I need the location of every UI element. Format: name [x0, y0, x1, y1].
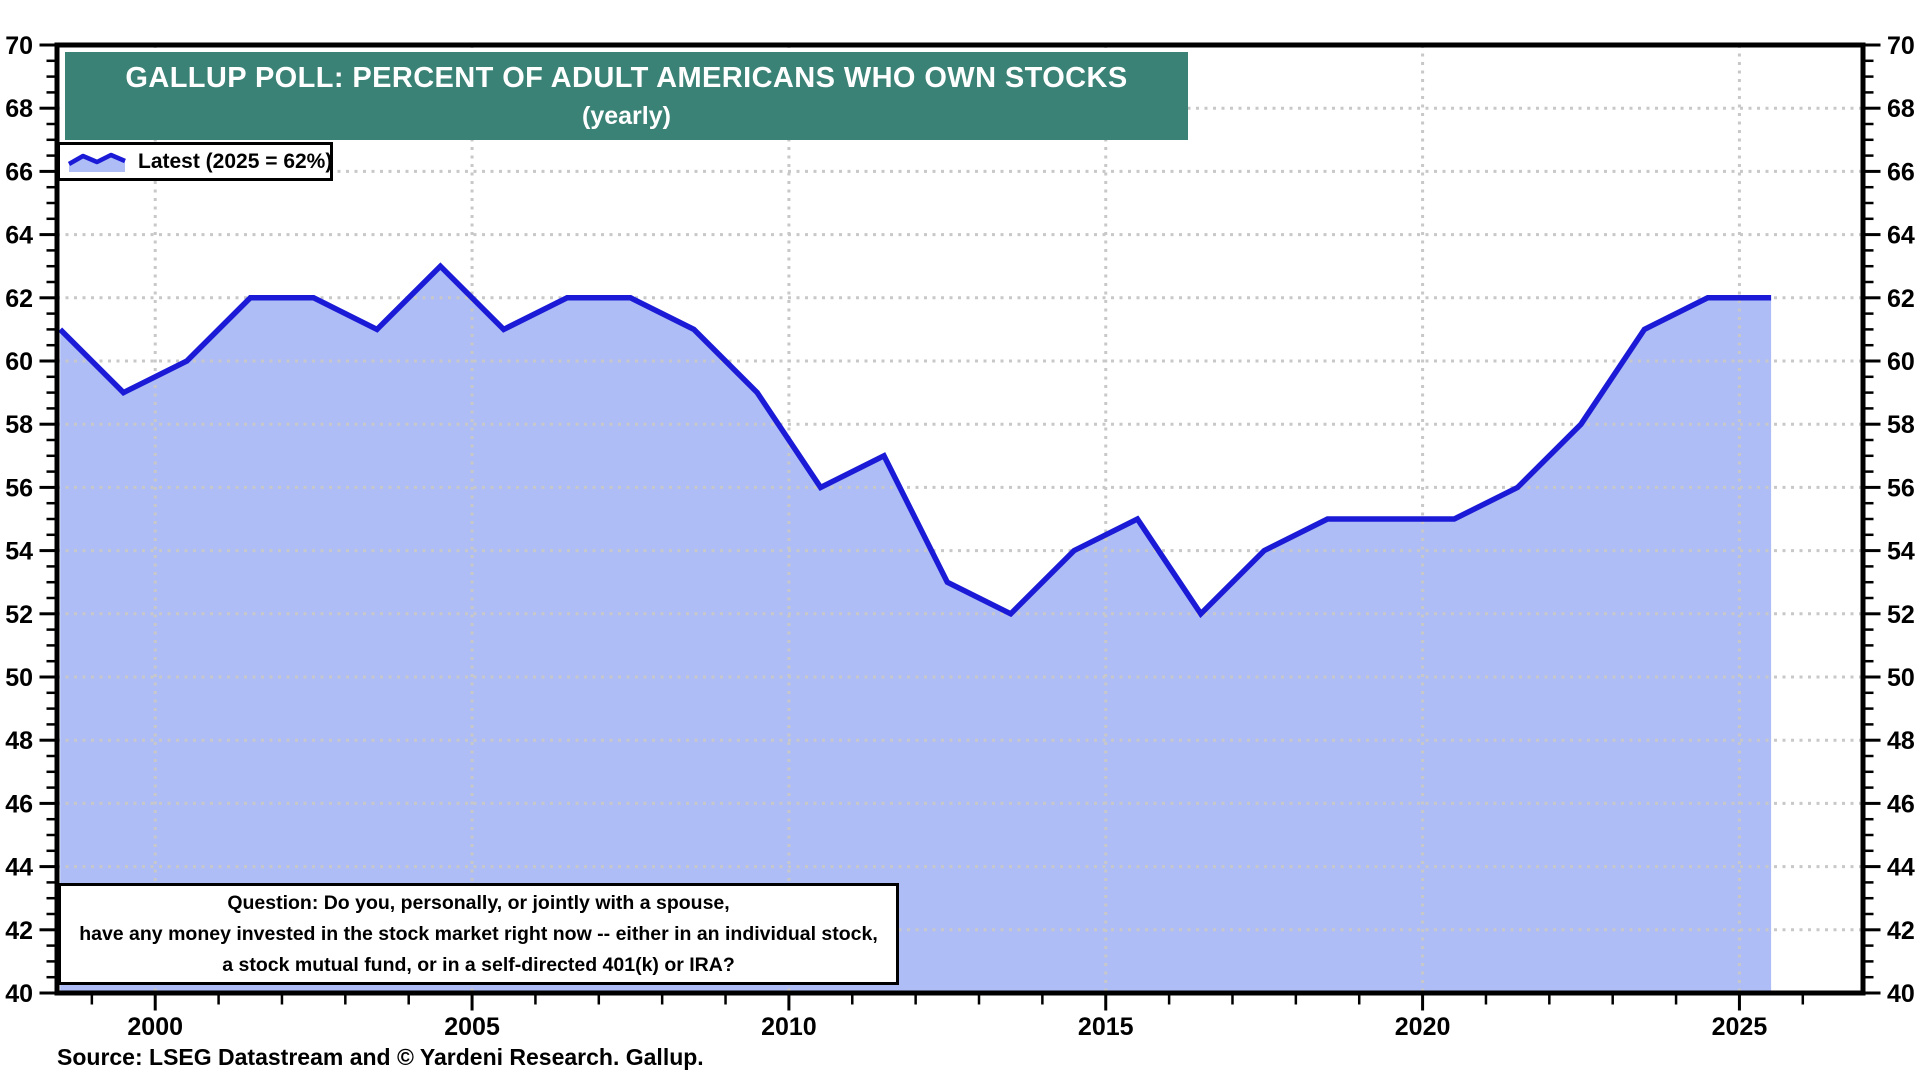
y-axis-tick-label-right: 68: [1887, 95, 1915, 123]
chart-title: GALLUP POLL: PERCENT OF ADULT AMERICANS …: [125, 61, 1128, 94]
y-axis-tick-label-right: 66: [1887, 158, 1915, 186]
y-axis-tick-label-right: 52: [1887, 601, 1915, 629]
y-axis-tick-label-right: 48: [1887, 727, 1915, 755]
y-axis-tick-label-right: 70: [1887, 32, 1915, 60]
y-axis-tick-label-left: 58: [5, 411, 33, 439]
legend-swatch-line: [67, 152, 126, 166]
y-axis-tick-label-right: 50: [1887, 664, 1915, 692]
y-axis-tick-label-right: 40: [1887, 980, 1915, 1008]
y-axis-tick-label-left: 40: [5, 980, 33, 1008]
area-fill: [60, 266, 1772, 993]
x-axis-tick-label: 2025: [1712, 1013, 1768, 1041]
x-axis-tick-label: 2015: [1078, 1013, 1134, 1041]
y-axis-tick-label-left: 70: [5, 32, 33, 60]
y-axis-tick-label-left: 52: [5, 601, 33, 629]
y-axis-tick-label-left: 54: [5, 538, 33, 566]
y-axis-tick-label-right: 64: [1887, 222, 1915, 250]
legend: Latest (2025 = 62%): [57, 142, 333, 181]
x-axis-tick-label: 2010: [761, 1013, 817, 1041]
y-axis-tick-label-right: 56: [1887, 474, 1915, 502]
x-axis-tick-label: 2000: [127, 1013, 183, 1041]
x-axis-tick-label: 2005: [444, 1013, 500, 1041]
y-axis-tick-label-left: 66: [5, 158, 33, 186]
y-axis-tick-label-left: 60: [5, 348, 33, 376]
y-axis-tick-label-right: 58: [1887, 411, 1915, 439]
y-axis-tick-label-left: 64: [5, 222, 33, 250]
question-line-2: have any money invested in the stock mar…: [79, 922, 878, 945]
y-axis-tick-label-right: 42: [1887, 917, 1915, 945]
axis-ticks: [39, 43, 1881, 1011]
legend-label: Latest (2025 = 62%): [138, 149, 333, 173]
x-axis-tick-label: 2020: [1395, 1013, 1451, 1041]
data-line: [58, 262, 1772, 619]
question-line-3: a stock mutual fund, or in a self-direct…: [222, 953, 735, 976]
y-axis-tick-label-left: 50: [5, 664, 33, 692]
y-axis-tick-label-right: 46: [1887, 790, 1915, 818]
y-axis-tick-label-left: 44: [5, 854, 33, 882]
axis-labels: 40 40 42 42 44 44 46 46 48 48 50 50 52 52 54 54 56 56 58 58…: [5, 32, 1915, 1041]
y-axis-tick-label-right: 54: [1887, 538, 1915, 566]
y-axis-tick-label-left: 42: [5, 917, 33, 945]
y-axis-tick-label-right: 44: [1887, 854, 1915, 882]
legend-line-swatch-icon: [67, 152, 126, 172]
y-axis-tick-label-left: 68: [5, 95, 33, 123]
question-annotation-box: Question: Do you, personally, or jointly…: [58, 883, 899, 985]
y-axis-tick-label-left: 62: [5, 285, 33, 313]
y-axis-tick-label-left: 56: [5, 474, 33, 502]
chart-subtitle: (yearly): [582, 101, 671, 130]
chart-title-banner: GALLUP POLL: PERCENT OF ADULT AMERICANS …: [65, 52, 1188, 140]
plot-frame: [54, 42, 1866, 996]
y-axis-tick-label-left: 46: [5, 790, 33, 818]
source-attribution: Source: LSEG Datastream and © Yardeni Re…: [57, 1044, 704, 1070]
y-axis-tick-label-left: 48: [5, 727, 33, 755]
y-axis-tick-label-right: 62: [1887, 285, 1915, 313]
question-line-1: Question: Do you, personally, or jointly…: [227, 891, 730, 914]
y-axis-tick-label-right: 60: [1887, 348, 1915, 376]
